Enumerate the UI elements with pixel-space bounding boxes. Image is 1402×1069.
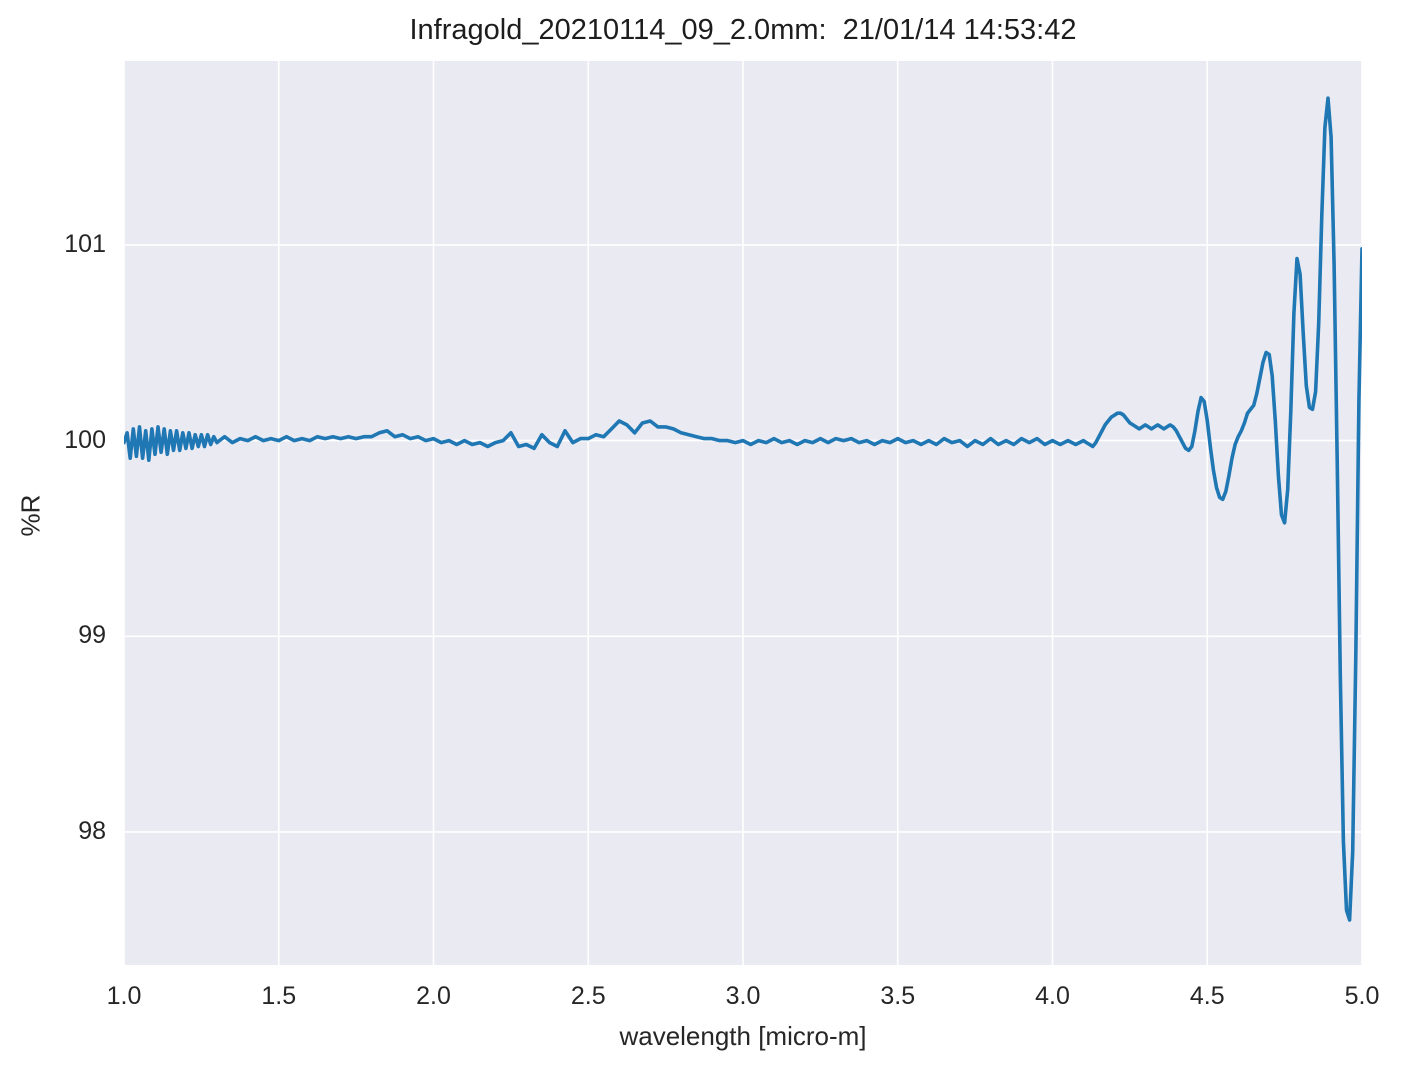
y-tick-label: 101 — [64, 229, 106, 258]
x-tick-label: 3.0 — [725, 982, 761, 1010]
x-tick-label: 5.0 — [1344, 982, 1380, 1010]
x-tick-label: 4.0 — [1035, 982, 1070, 1010]
x-tick-label: 1.0 — [106, 982, 142, 1010]
x-tick-label: 1.5 — [261, 982, 297, 1010]
spectrum-line — [124, 96, 1362, 922]
x-tick-label: 3.5 — [880, 982, 916, 1010]
y-tick-label: 98 — [78, 816, 106, 845]
x-axis-label: wavelength [micro-m] — [619, 1021, 867, 1051]
x-tick-label: 4.5 — [1189, 982, 1225, 1010]
chart-title: Infragold_20210114_09_2.0mm: 21/01/14 14… — [409, 14, 1077, 46]
x-tick-label: 2.0 — [416, 982, 451, 1010]
x-tick-label: 2.5 — [570, 982, 606, 1010]
y-tick-label: 100 — [64, 425, 106, 454]
y-tick-label: 99 — [78, 621, 106, 650]
y-axis-label: %R — [15, 494, 46, 537]
